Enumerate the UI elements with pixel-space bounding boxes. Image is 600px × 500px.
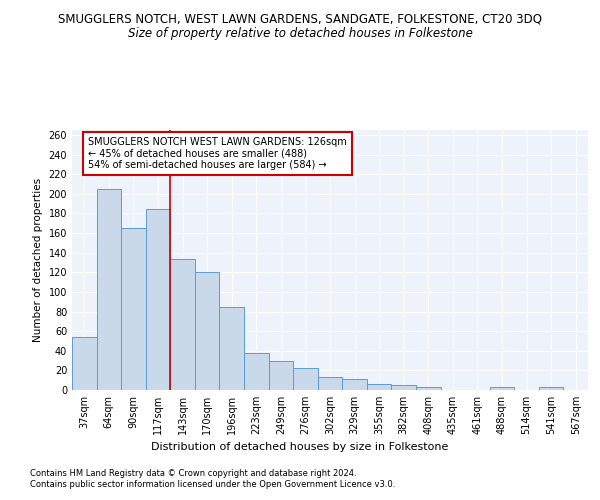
Bar [367,384,391,390]
Bar [170,258,195,390]
Bar [72,337,97,390]
Bar [220,306,244,390]
Bar [97,189,121,390]
Bar [244,352,269,390]
Text: Distribution of detached houses by size in Folkestone: Distribution of detached houses by size … [151,442,449,452]
Bar [146,210,170,390]
Bar [342,379,367,390]
Bar [416,387,440,390]
Bar [269,360,293,390]
Bar [318,377,342,390]
Bar [490,387,514,390]
Bar [121,228,146,390]
Y-axis label: Number of detached properties: Number of detached properties [33,178,43,342]
Text: SMUGGLERS NOTCH WEST LAWN GARDENS: 126sqm
← 45% of detached houses are smaller (: SMUGGLERS NOTCH WEST LAWN GARDENS: 126sq… [88,137,347,170]
Bar [391,385,416,390]
Text: Contains public sector information licensed under the Open Government Licence v3: Contains public sector information licen… [30,480,395,489]
Text: SMUGGLERS NOTCH, WEST LAWN GARDENS, SANDGATE, FOLKESTONE, CT20 3DQ: SMUGGLERS NOTCH, WEST LAWN GARDENS, SAND… [58,12,542,26]
Bar [195,272,220,390]
Bar [539,387,563,390]
Bar [293,368,318,390]
Text: Contains HM Land Registry data © Crown copyright and database right 2024.: Contains HM Land Registry data © Crown c… [30,469,356,478]
Text: Size of property relative to detached houses in Folkestone: Size of property relative to detached ho… [128,28,472,40]
